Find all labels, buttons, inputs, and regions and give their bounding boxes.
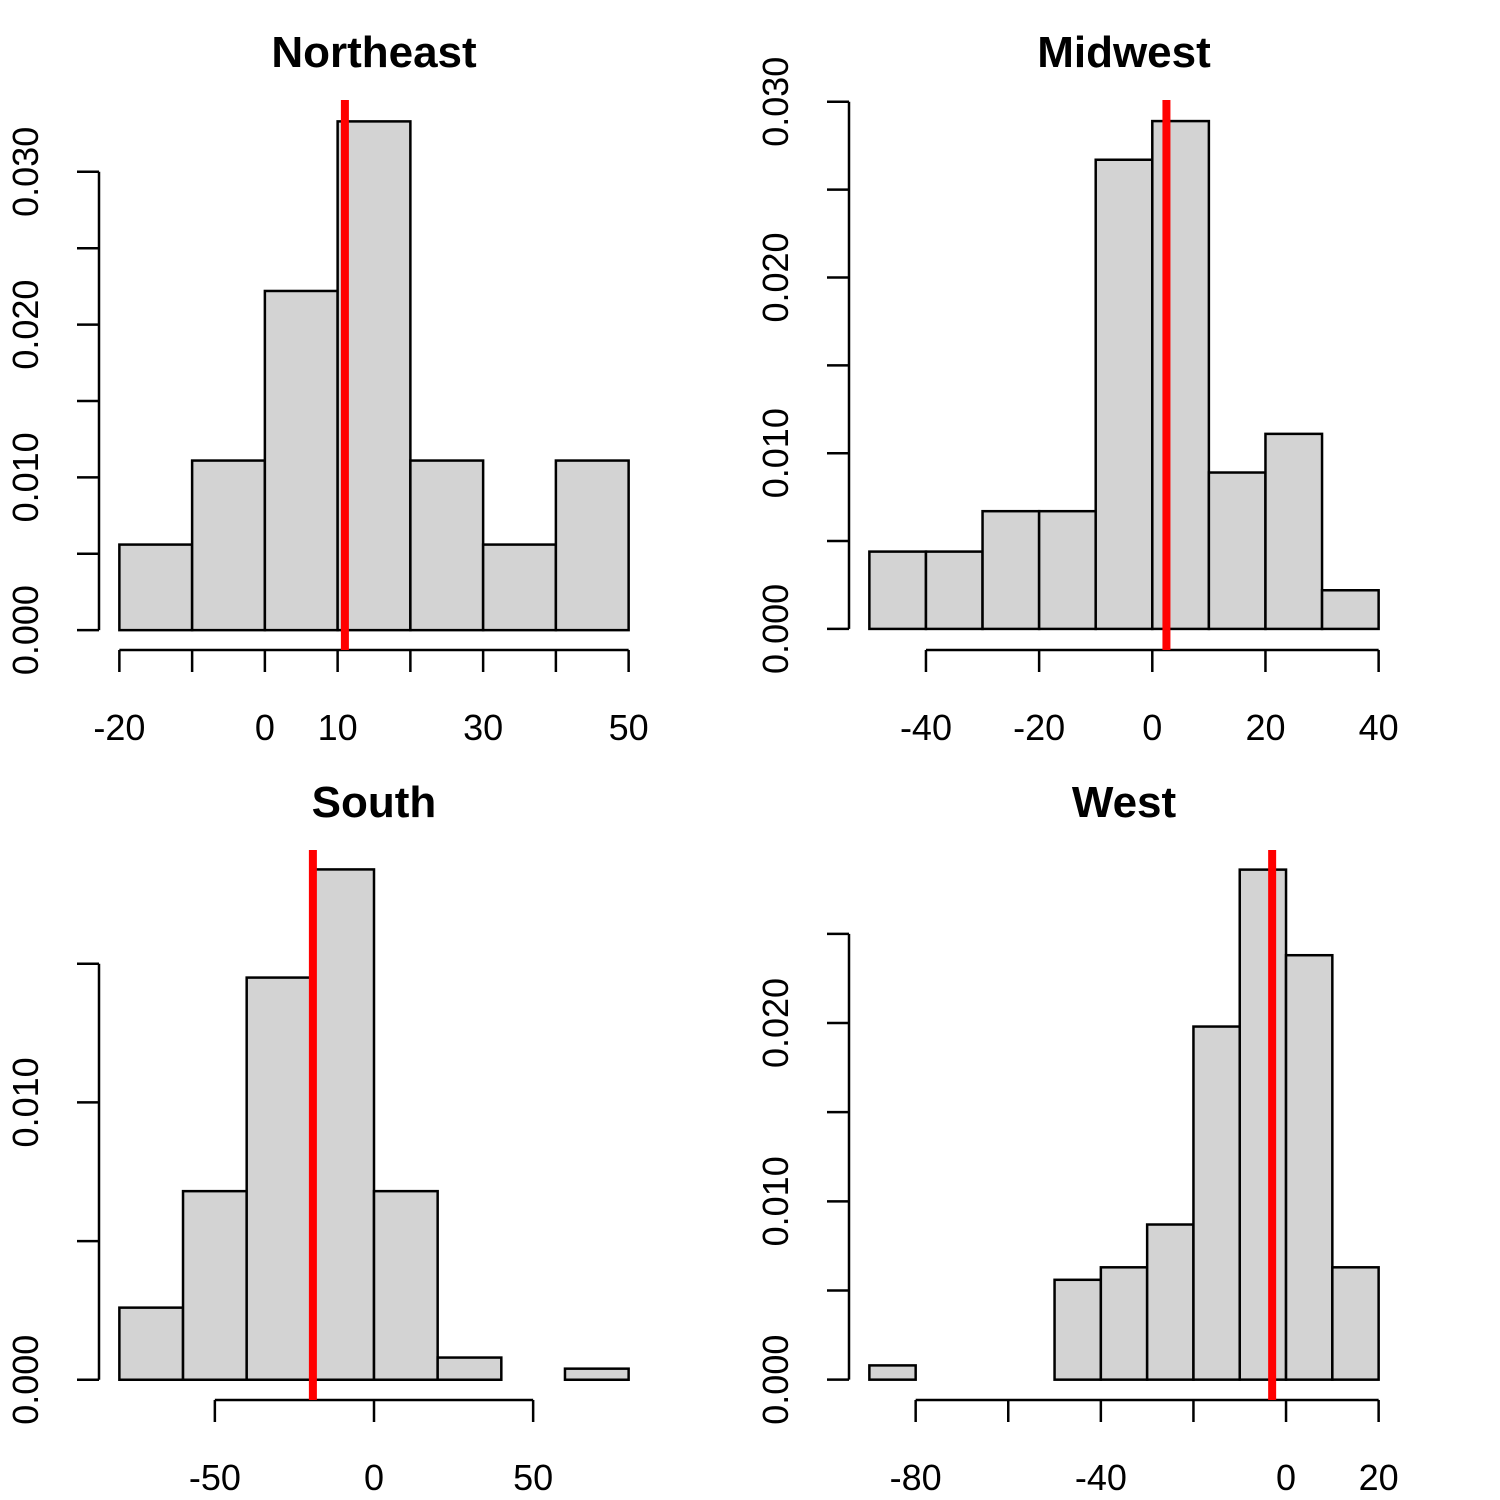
panel-title: South — [312, 778, 437, 827]
y-tick-label: 0.020 — [755, 232, 796, 322]
x-tick-label: 20 — [1359, 1457, 1399, 1498]
histogram-bar — [924, 550, 984, 631]
x-tick-label: 0 — [1142, 707, 1162, 748]
y-tick-label: 0.000 — [755, 1335, 796, 1425]
x-tick-label: -40 — [1075, 1457, 1127, 1498]
x-tick-label: -40 — [900, 707, 952, 748]
y-tick-label: 0.020 — [755, 978, 796, 1068]
histogram-bar — [190, 459, 267, 632]
y-tick-label: 0.000 — [5, 1335, 46, 1425]
y-tick-label: 0.000 — [755, 584, 796, 674]
panel-title: Midwest — [1037, 28, 1211, 77]
x-tick-label: 40 — [1359, 707, 1399, 748]
histogram-bar — [1151, 119, 1211, 631]
histogram-bar — [372, 1189, 439, 1382]
x-tick-label: 0 — [1276, 1457, 1296, 1498]
histogram-bar — [336, 120, 412, 632]
histogram-bar — [1264, 432, 1324, 631]
histogram-bar — [118, 543, 194, 632]
y-tick-label: 0.010 — [755, 408, 796, 498]
histogram-bar — [263, 289, 339, 632]
panel-title: West — [1072, 778, 1177, 827]
x-tick-label: 50 — [609, 707, 649, 748]
histogram-bar — [1094, 158, 1154, 631]
histogram-bar — [1099, 1266, 1149, 1381]
y-tick-label: 0.010 — [5, 432, 46, 522]
histogram-bar — [554, 459, 630, 632]
histogram-bar — [1053, 1278, 1103, 1381]
histogram-bar — [1320, 589, 1380, 631]
x-tick-label: 10 — [318, 707, 358, 748]
histogram-bar — [981, 509, 1041, 631]
y-tick-label: 0.010 — [5, 1057, 46, 1147]
histogram-bar — [868, 550, 928, 631]
x-tick-label: -20 — [93, 707, 145, 748]
histogram-bar — [309, 868, 376, 1382]
histogram-bar — [1207, 471, 1267, 631]
x-tick-label: 30 — [463, 707, 503, 748]
histogram-bar — [1331, 1266, 1380, 1381]
panel-title: Northeast — [271, 28, 477, 77]
y-tick-label: 0.030 — [5, 127, 46, 217]
histogram-bar — [868, 1364, 917, 1381]
x-tick-label: -50 — [189, 1457, 241, 1498]
x-tick-label: -20 — [1013, 707, 1065, 748]
y-tick-label: 0.020 — [5, 280, 46, 370]
histogram-bar — [1192, 1025, 1241, 1381]
histogram-bar — [1037, 509, 1097, 631]
histogram-bar — [1145, 1223, 1195, 1381]
x-tick-label: 0 — [364, 1457, 384, 1498]
histogram-bar — [436, 1356, 503, 1382]
histogram-bar — [409, 459, 485, 632]
histogram-bar — [1284, 953, 1334, 1381]
histogram-bar — [481, 543, 558, 632]
x-tick-label: 20 — [1245, 707, 1285, 748]
histogram-bar — [245, 976, 312, 1382]
histogram-bar — [563, 1367, 630, 1382]
y-tick-label: 0.030 — [755, 57, 796, 147]
histogram-bar — [1238, 868, 1288, 1381]
x-tick-label: -80 — [890, 1457, 942, 1498]
x-tick-label: 0 — [255, 707, 275, 748]
y-tick-label: 0.010 — [755, 1156, 796, 1246]
histogram-bar — [118, 1306, 185, 1382]
y-tick-label: 0.000 — [5, 585, 46, 675]
histogram-bar — [181, 1189, 248, 1382]
x-tick-label: 50 — [513, 1457, 553, 1498]
